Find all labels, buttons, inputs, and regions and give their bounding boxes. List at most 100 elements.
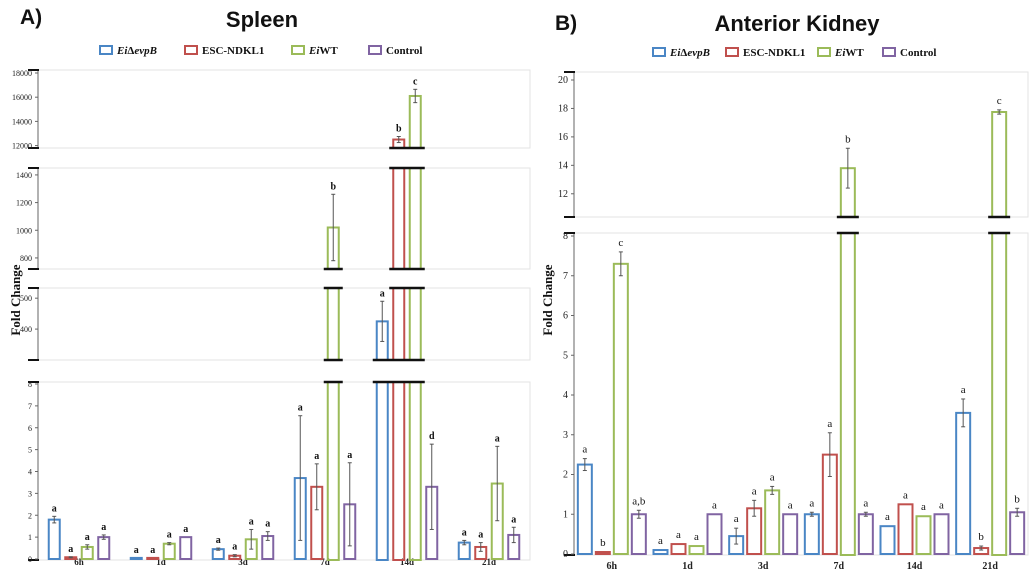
- y-tick-label: 500: [20, 294, 32, 303]
- significance-label: a: [788, 499, 793, 511]
- bar: [991, 111, 1008, 218]
- x-tick-label: 3d: [758, 561, 769, 572]
- significance-label: a: [68, 544, 73, 555]
- bar-segment: [392, 381, 406, 561]
- bar: [1009, 511, 1026, 556]
- significance-label: a: [694, 531, 699, 543]
- charts: EiΔevpB ESC-NDKL1 EiWT Control EiΔevpB ESC-ND…: [8, 45, 1029, 572]
- significance-label: a: [134, 545, 139, 556]
- significance-label: a: [52, 503, 57, 514]
- significance-label: a: [167, 530, 172, 541]
- y-tick-label: 16000: [12, 93, 32, 102]
- significance-label: b: [330, 181, 336, 192]
- significance-label: a: [734, 513, 739, 525]
- y-tick-label: 3: [28, 489, 32, 498]
- significance-label: a: [939, 499, 944, 511]
- bar: [594, 551, 611, 556]
- legend-label: ESC-NDKL1: [202, 45, 264, 57]
- significance-label: a: [903, 489, 908, 501]
- legend-swatch: [725, 47, 739, 57]
- bar-segment: [991, 232, 1008, 556]
- bar: [47, 518, 61, 560]
- y-axis-title: Fold Change: [540, 264, 555, 335]
- y-tick-label: 0: [28, 555, 32, 564]
- legend-swatch: [817, 47, 831, 57]
- significance-label: a: [347, 450, 352, 461]
- panel-b-title: Anterior Kidney: [714, 11, 880, 36]
- plot-frame: [573, 71, 1029, 218]
- series-EiWT: c a a b a c: [612, 95, 1008, 556]
- plot-frame: [37, 69, 531, 149]
- significance-label: a: [809, 497, 814, 509]
- panel-a-letter: A): [20, 6, 42, 29]
- legend-label: EiWT: [834, 47, 864, 59]
- y-tick-label: 400: [20, 325, 32, 334]
- significance-label: c: [413, 76, 418, 87]
- y-tick-label: 0: [563, 549, 568, 560]
- significance-label: a: [827, 418, 832, 430]
- x-tick-label: 21d: [982, 561, 998, 572]
- legend: EiΔevpB ESC-NDKL1 EiWT Control: [652, 47, 936, 59]
- panel-a-header: A) Spleen: [20, 6, 298, 32]
- y-tick-label: 12: [558, 189, 568, 200]
- legend-swatch: [882, 47, 896, 57]
- legend-label: Control: [900, 47, 936, 59]
- significance-label: a: [961, 384, 966, 396]
- plot-frame: [37, 287, 531, 361]
- y-tick-label: 6: [563, 311, 568, 322]
- significance-label: a: [85, 532, 90, 543]
- significance-label: a,b: [632, 495, 646, 507]
- y-tick-label: 8: [563, 231, 568, 242]
- bar-segment: [326, 287, 340, 361]
- bar: [612, 262, 629, 555]
- bar: [955, 411, 972, 556]
- y-tick-label: 5: [28, 446, 32, 455]
- bar: [897, 503, 914, 555]
- y-tick-label: 18: [558, 103, 568, 114]
- legend-swatch: [652, 47, 666, 57]
- significance-label: a: [676, 529, 681, 541]
- significance-label: a: [298, 403, 303, 414]
- significance-label: a: [712, 499, 717, 511]
- bar-segment: [839, 232, 856, 556]
- significance-label: a: [232, 542, 237, 553]
- bar-segment: [392, 287, 406, 361]
- y-tick-label: 2: [563, 470, 568, 481]
- chart-panel-a: 0 1 2 3 4 5 6 7 8 400 500 800 1000 1200 1400 12000 14000…: [8, 69, 531, 567]
- y-tick-label: 800: [20, 254, 32, 263]
- bar-segment: [392, 167, 406, 270]
- significance-label: b: [396, 124, 402, 135]
- significance-label: a: [265, 519, 270, 530]
- significance-label: a: [183, 524, 188, 535]
- bar: [706, 513, 723, 555]
- x-tick-label: 1d: [682, 561, 693, 572]
- bar: [146, 556, 160, 560]
- legend-label: EiWT: [308, 45, 338, 57]
- legend-label: ESC-NDKL1: [743, 47, 805, 59]
- y-tick-label: 14000: [12, 117, 32, 126]
- bar: [576, 463, 593, 555]
- y-tick-label: 12000: [12, 142, 32, 151]
- y-tick-label: 1400: [16, 171, 32, 180]
- x-tick-label: 7d: [834, 561, 845, 572]
- significance-label: a: [495, 433, 500, 444]
- significance-label: c: [618, 237, 623, 249]
- y-axis-title: Fold Change: [8, 264, 23, 335]
- bar-segment: [408, 381, 422, 561]
- bar-segment: [408, 287, 422, 361]
- y-tick-label: 7: [563, 271, 568, 282]
- bar: [803, 513, 820, 555]
- x-tick-label: 14d: [907, 561, 923, 572]
- panel-b-header: B) Anterior Kidney: [555, 11, 880, 36]
- x-tick-label: 3d: [238, 557, 248, 567]
- significance-label: c: [997, 95, 1002, 107]
- legend-label: EiΔevpB: [669, 47, 710, 59]
- legend: EiΔevpB ESC-NDKL1 EiWT Control: [99, 45, 422, 57]
- y-tick-label: 5: [563, 350, 568, 361]
- significance-label: a: [885, 511, 890, 523]
- panel-b-letter: B): [555, 12, 577, 35]
